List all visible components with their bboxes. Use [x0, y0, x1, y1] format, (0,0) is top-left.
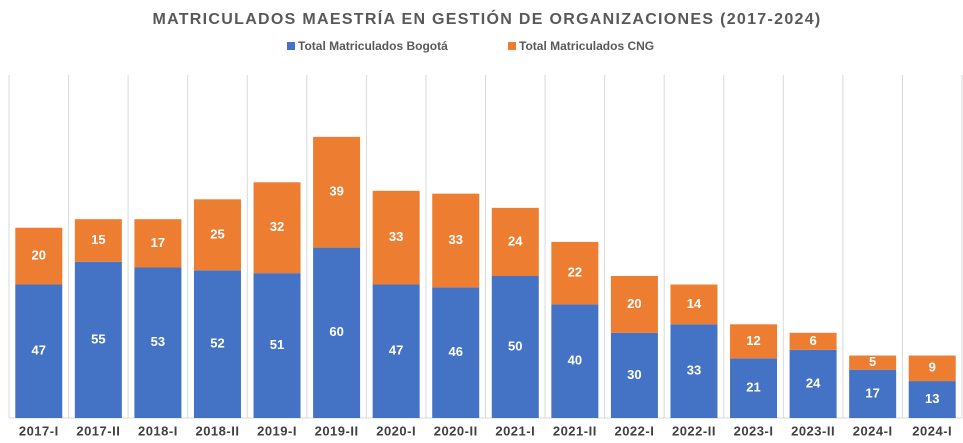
data-label: 30	[627, 367, 641, 382]
bar-segment	[313, 247, 361, 418]
bar-segment	[253, 182, 301, 274]
x-tick-label: 2020-I	[376, 423, 416, 438]
x-tick-label: 2023-I	[734, 423, 774, 438]
data-label: 46	[448, 344, 462, 359]
x-tick-label: 2023-II	[791, 423, 835, 438]
bar-segment	[313, 136, 361, 248]
data-label: 22	[568, 265, 582, 280]
x-tick-label: 2018-II	[195, 423, 239, 438]
data-label: 5	[869, 354, 876, 369]
x-tick-label: 2017-I	[19, 423, 59, 438]
data-label: 20	[627, 296, 641, 311]
data-label: 25	[210, 226, 224, 241]
bar-segment	[730, 324, 778, 359]
data-label: 14	[687, 296, 702, 311]
data-label: 33	[448, 232, 462, 247]
x-tick-label: 2022-II	[672, 423, 716, 438]
x-tick-label: 2021-II	[553, 423, 597, 438]
bar-segment	[432, 193, 480, 288]
bar-segment	[670, 324, 718, 418]
bar-segment	[491, 276, 539, 418]
legend-swatch	[508, 42, 516, 50]
bar-segment	[253, 273, 301, 418]
bar-segment	[610, 332, 658, 418]
bar-segment	[908, 355, 956, 382]
bar-segment	[610, 276, 658, 333]
bar-segment	[134, 267, 182, 418]
data-label: 17	[865, 385, 879, 400]
bar-segment	[74, 219, 122, 262]
bar-segment	[670, 284, 718, 325]
legend-label: Total Matriculados Bogotá	[298, 39, 448, 53]
data-label: 15	[91, 232, 105, 247]
data-label: 60	[329, 324, 343, 339]
data-label: 39	[329, 184, 343, 199]
x-tick-label: 2021-I	[495, 423, 535, 438]
legend-swatch	[287, 42, 295, 50]
x-tick-label: 2019-I	[257, 423, 297, 438]
data-label: 52	[210, 336, 224, 351]
x-tick-label: 2018-I	[138, 423, 178, 438]
bar-segment	[849, 369, 897, 418]
data-label: 13	[925, 391, 939, 406]
data-label: 50	[508, 338, 522, 353]
bar-segment	[551, 304, 599, 418]
bar-segment	[15, 284, 63, 418]
bar-segment	[74, 261, 122, 418]
data-label: 33	[389, 229, 403, 244]
data-label: 20	[32, 248, 46, 263]
x-tick-label: 2019-II	[315, 423, 359, 438]
x-tick-label: 2024-I	[853, 423, 893, 438]
bar-segment	[15, 227, 63, 285]
data-label: 32	[270, 219, 284, 234]
bar-segment	[789, 349, 837, 418]
data-label: 17	[151, 235, 165, 250]
data-label: 40	[568, 353, 582, 368]
data-label: 9	[929, 360, 936, 375]
data-label: 55	[91, 331, 105, 346]
x-tick-label: 2020-II	[434, 423, 478, 438]
bar-segment	[372, 284, 420, 418]
bar-segment	[491, 207, 539, 276]
bar-segment	[551, 241, 599, 305]
data-label: 6	[809, 333, 816, 348]
bar-segment	[372, 190, 420, 285]
bar-segment	[193, 270, 241, 418]
data-label: 53	[151, 334, 165, 349]
data-label: 47	[32, 343, 46, 358]
bar-segment	[849, 355, 897, 370]
data-label: 24	[806, 375, 821, 390]
chart-title: MATRICULADOS MAESTRÍA EN GESTIÓN DE ORGA…	[152, 9, 821, 28]
bar-segment	[730, 358, 778, 418]
bar-segment	[134, 219, 182, 268]
bar-segment	[908, 381, 956, 418]
data-label: 24	[508, 233, 523, 248]
data-label: 33	[687, 363, 701, 378]
bar-segment	[193, 199, 241, 271]
x-tick-label: 2022-I	[614, 423, 654, 438]
data-label: 21	[746, 380, 760, 395]
data-label: 12	[746, 333, 760, 348]
legend-label: Total Matriculados CNG	[519, 39, 654, 53]
bar-segment	[432, 287, 480, 418]
data-label: 47	[389, 343, 403, 358]
x-tick-label: 2024-I	[912, 423, 952, 438]
x-tick-label: 2017-II	[76, 423, 120, 438]
bar-segment	[789, 332, 837, 350]
data-label: 51	[270, 337, 284, 352]
